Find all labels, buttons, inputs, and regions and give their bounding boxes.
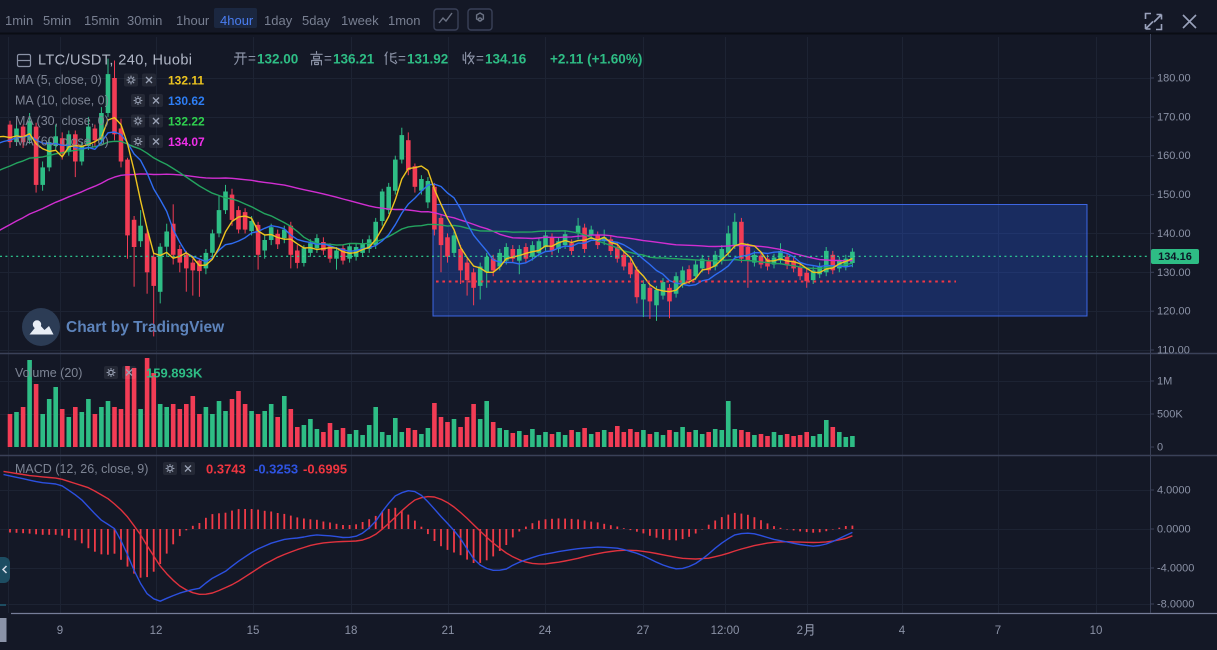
svg-text:21: 21: [442, 625, 455, 637]
svg-text:-0.3253: -0.3253: [254, 462, 298, 477]
svg-text:130.62: 130.62: [168, 94, 205, 108]
svg-text:134.16: 134.16: [485, 52, 527, 67]
svg-text:=: =: [324, 51, 332, 66]
svg-text:15: 15: [247, 625, 260, 637]
svg-text:131.92: 131.92: [407, 52, 448, 67]
svg-text:130.00: 130.00: [1157, 267, 1191, 279]
svg-text:10: 10: [1090, 625, 1103, 637]
svg-text:MACD (12, 26, close, 9): MACD (12, 26, close, 9): [15, 462, 148, 476]
svg-text:0.0000: 0.0000: [1157, 524, 1191, 536]
svg-text:180.00: 180.00: [1157, 73, 1191, 85]
svg-text:18: 18: [345, 625, 358, 637]
svg-text:1M: 1M: [1157, 376, 1172, 388]
svg-text:Volume (20): Volume (20): [15, 366, 82, 380]
svg-text:134.07: 134.07: [168, 135, 205, 149]
svg-text:1hour: 1hour: [176, 13, 210, 28]
svg-text:1day: 1day: [264, 13, 293, 28]
svg-text:1week: 1week: [341, 13, 379, 28]
svg-text:159.893K: 159.893K: [146, 366, 203, 381]
svg-text:12:00: 12:00: [711, 625, 740, 637]
svg-text:132.11: 132.11: [168, 74, 204, 88]
svg-text:-4.0000: -4.0000: [1157, 563, 1194, 575]
svg-text:24: 24: [539, 625, 552, 637]
svg-text:LTC/USDT, 240, Huobi: LTC/USDT, 240, Huobi: [38, 53, 192, 69]
svg-text:160.00: 160.00: [1157, 150, 1191, 162]
svg-text:132.00: 132.00: [257, 52, 298, 67]
svg-text:+2.11 (+1.60%): +2.11 (+1.60%): [550, 52, 642, 67]
svg-text:=: =: [398, 51, 406, 66]
svg-text:MA (10, close, 0): MA (10, close, 0): [15, 94, 109, 108]
svg-text:4hour: 4hour: [220, 13, 254, 28]
svg-text:=: =: [248, 51, 256, 66]
svg-text:134.16: 134.16: [1158, 251, 1192, 263]
svg-text:136.21: 136.21: [333, 52, 375, 67]
svg-text:140.00: 140.00: [1157, 228, 1191, 240]
svg-text:132.22: 132.22: [168, 115, 205, 129]
svg-text:-0.6995: -0.6995: [303, 462, 347, 477]
svg-text:1mon: 1mon: [388, 13, 421, 28]
svg-text:7: 7: [995, 625, 1001, 637]
svg-text:150.00: 150.00: [1157, 189, 1191, 201]
svg-text:170.00: 170.00: [1157, 111, 1191, 123]
svg-text:Chart by TradingView: Chart by TradingView: [66, 319, 225, 336]
svg-text:2: 2: [797, 625, 803, 637]
svg-text:0.3743: 0.3743: [206, 462, 246, 477]
svg-text:110.00: 110.00: [1157, 345, 1190, 357]
svg-text:MA (5, close, 0): MA (5, close, 0): [15, 73, 102, 87]
svg-text:0: 0: [1157, 442, 1163, 454]
svg-text:500K: 500K: [1157, 409, 1183, 421]
svg-text:=: =: [476, 51, 484, 66]
svg-text:MA (60, close, 0): MA (60, close, 0): [15, 135, 109, 149]
svg-text:1min: 1min: [5, 13, 33, 28]
svg-text:9: 9: [57, 625, 63, 637]
svg-text:120.00: 120.00: [1157, 306, 1191, 318]
svg-text:4.0000: 4.0000: [1157, 485, 1191, 497]
svg-text:30min: 30min: [127, 13, 162, 28]
svg-text:5day: 5day: [302, 13, 331, 28]
svg-text:4: 4: [899, 625, 906, 637]
svg-text:27: 27: [637, 625, 650, 637]
svg-text:15min: 15min: [84, 13, 119, 28]
svg-text:12: 12: [150, 625, 163, 637]
svg-text:5min: 5min: [43, 13, 71, 28]
svg-text:MA (30, close, 0): MA (30, close, 0): [15, 114, 109, 128]
svg-text:-8.0000: -8.0000: [1157, 599, 1194, 611]
